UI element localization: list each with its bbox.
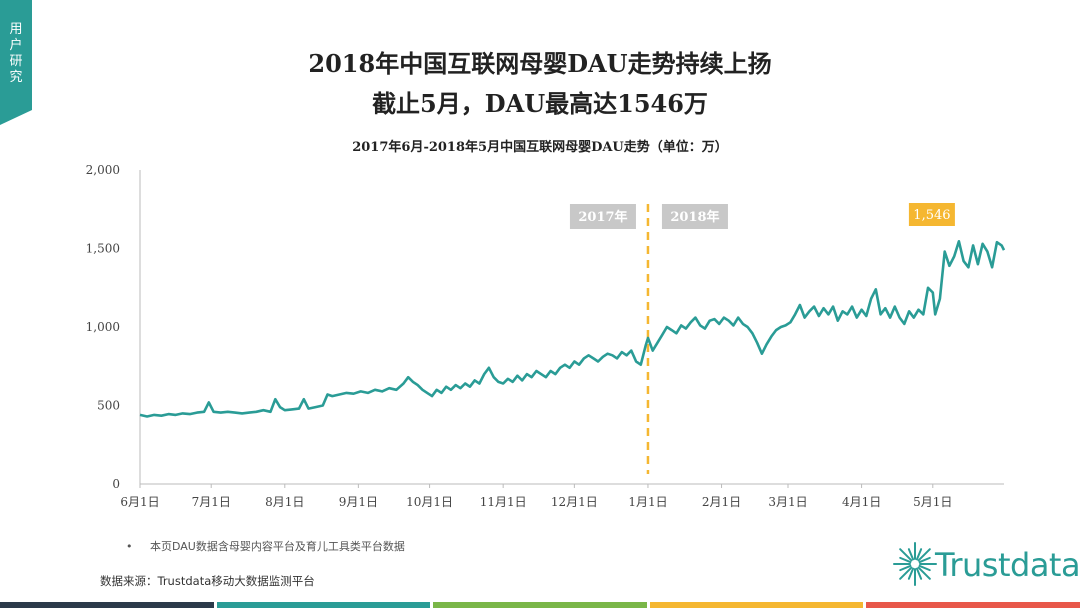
x-tick-label: 6月1日 bbox=[120, 495, 159, 509]
side-tab-label: 用户研究 bbox=[9, 22, 23, 85]
peak-label-bg bbox=[908, 203, 955, 226]
footnote: • 本页DAU数据含母婴内容平台及育儿工具类平台数据 bbox=[126, 538, 405, 554]
chart-title: 2017年6月-2018年5月中国互联网母婴DAU走势（单位：万） bbox=[352, 140, 728, 155]
x-tick-label: 5月1日 bbox=[913, 495, 952, 509]
bottom-bar-segment bbox=[216, 602, 431, 608]
x-tick-label: 11月1日 bbox=[480, 495, 527, 509]
y-tick-label: 0 bbox=[112, 477, 120, 491]
year-label-2017: 2017年 bbox=[578, 209, 627, 225]
x-tick-label: 4月1日 bbox=[842, 495, 881, 509]
x-tick-label: 1月1日 bbox=[628, 495, 667, 509]
dau-series-line bbox=[139, 240, 1006, 418]
x-tick-label: 8月1日 bbox=[265, 495, 304, 509]
y-tick-label: 2,000 bbox=[86, 163, 120, 177]
starburst-ray bbox=[917, 548, 931, 562]
starburst-ray bbox=[899, 548, 913, 562]
starburst-ray bbox=[907, 567, 915, 580]
peak-label: 1,546 bbox=[913, 208, 950, 223]
footnote-text: 本页DAU数据含母婴内容平台及育儿工具类平台数据 bbox=[150, 540, 405, 553]
logo-text: Trustdata bbox=[935, 546, 1080, 584]
bottom-bar-segment bbox=[866, 602, 1080, 608]
x-tick-label: 7月1日 bbox=[192, 495, 231, 509]
data-source: 数据来源：Trustdata移动大数据监测平台 bbox=[100, 574, 315, 588]
starburst-ray bbox=[918, 556, 931, 564]
y-tick-label: 1,500 bbox=[86, 242, 120, 256]
bottom-bar-segment bbox=[649, 602, 864, 608]
side-tab: 用户研究 bbox=[0, 0, 32, 125]
y-tick-label: 500 bbox=[97, 399, 120, 413]
starburst-ray bbox=[915, 567, 923, 580]
starburst-ray bbox=[899, 556, 912, 564]
y-tick-label: 1,000 bbox=[86, 320, 120, 334]
bottom-color-bar bbox=[0, 602, 1080, 608]
x-tick-label: 9月1日 bbox=[339, 495, 378, 509]
x-tick-label: 12月1日 bbox=[551, 495, 598, 509]
x-tick-label: 3月1日 bbox=[768, 495, 807, 509]
footnote-bullet: • bbox=[126, 540, 133, 553]
trustdata-logo: Trustdata bbox=[893, 538, 1080, 590]
x-tick-label: 10月1日 bbox=[406, 495, 453, 509]
bottom-bar-segment bbox=[433, 602, 647, 608]
year-label-bg-2017 bbox=[569, 204, 636, 229]
starburst-ray bbox=[915, 548, 923, 561]
starburst-icon bbox=[893, 542, 937, 586]
year-label-2018: 2018年 bbox=[670, 209, 719, 225]
page-subtitle-headline: 截止5月，DAU最高达1546万 bbox=[372, 89, 708, 118]
page-title: 2018年中国互联网母婴DAU走势持续上扬 bbox=[308, 49, 772, 78]
x-tick-label: 2月1日 bbox=[702, 495, 741, 509]
starburst-ray bbox=[918, 564, 931, 572]
year-label-bg-2018 bbox=[661, 204, 728, 229]
starburst-ray bbox=[899, 566, 913, 580]
starburst-ray bbox=[899, 564, 912, 572]
starburst-ray bbox=[917, 566, 931, 580]
starburst-ray bbox=[907, 548, 915, 561]
bottom-bar-segment bbox=[0, 602, 214, 608]
